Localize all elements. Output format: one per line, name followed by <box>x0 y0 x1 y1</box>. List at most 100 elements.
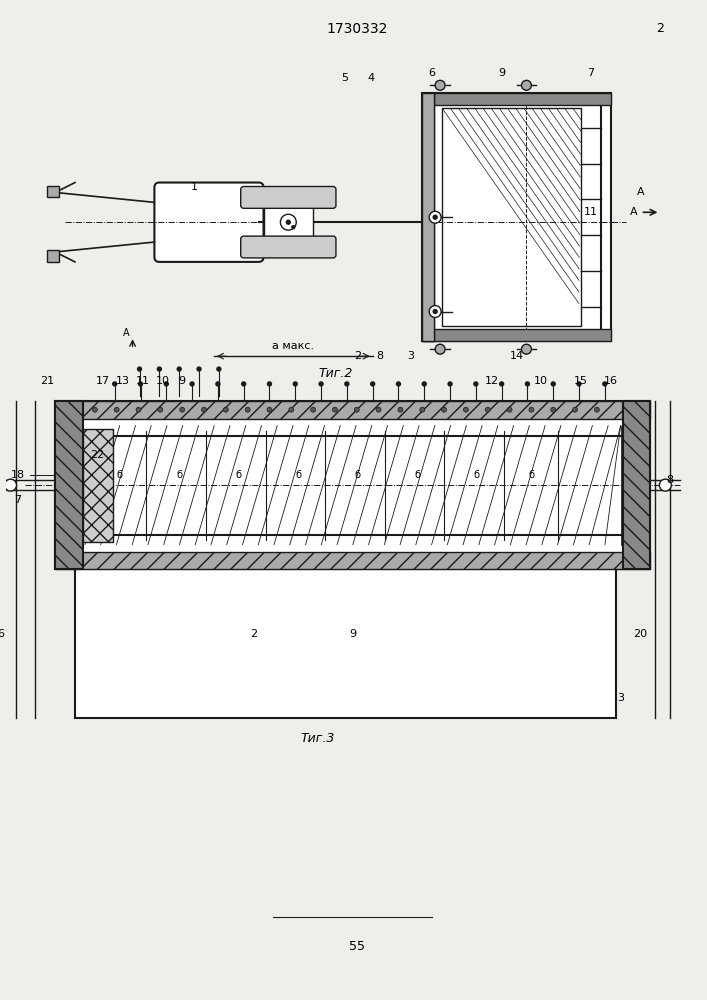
Bar <box>264 192 313 252</box>
Circle shape <box>164 382 168 386</box>
Bar <box>623 401 650 569</box>
Circle shape <box>436 344 445 354</box>
Circle shape <box>529 407 534 412</box>
Circle shape <box>136 407 141 412</box>
Circle shape <box>115 407 119 412</box>
Bar <box>55 401 83 569</box>
Circle shape <box>267 407 272 412</box>
Text: 22: 22 <box>90 450 104 460</box>
Text: 7: 7 <box>588 68 595 78</box>
Bar <box>75 569 616 718</box>
Circle shape <box>197 367 201 371</box>
Circle shape <box>310 407 315 412</box>
Text: б: б <box>176 470 182 480</box>
Circle shape <box>507 407 512 412</box>
Circle shape <box>216 382 220 386</box>
Text: 1730332: 1730332 <box>326 22 387 36</box>
Text: 6: 6 <box>428 68 436 78</box>
Circle shape <box>551 407 556 412</box>
Circle shape <box>158 367 161 371</box>
Text: 5: 5 <box>341 73 349 83</box>
Text: 11: 11 <box>584 207 598 217</box>
Text: 2: 2 <box>656 22 665 35</box>
Circle shape <box>573 407 578 412</box>
Circle shape <box>217 367 221 371</box>
Circle shape <box>603 382 607 386</box>
Bar <box>55 552 650 569</box>
Text: 18: 18 <box>11 470 25 480</box>
Circle shape <box>332 407 337 412</box>
Circle shape <box>595 407 600 412</box>
Text: A: A <box>123 328 130 338</box>
Circle shape <box>442 407 447 412</box>
Text: A: A <box>630 207 638 217</box>
Circle shape <box>522 344 532 354</box>
Circle shape <box>398 407 403 412</box>
Circle shape <box>180 407 185 412</box>
Text: 20: 20 <box>633 629 648 639</box>
Text: 15: 15 <box>574 376 588 386</box>
Text: 21: 21 <box>40 376 54 386</box>
Circle shape <box>293 382 297 386</box>
Bar <box>422 93 611 341</box>
Circle shape <box>267 382 271 386</box>
Text: б: б <box>474 470 480 480</box>
Text: 13: 13 <box>116 376 129 386</box>
Text: б: б <box>235 470 242 480</box>
Text: б: б <box>296 470 301 480</box>
Circle shape <box>485 407 490 412</box>
Text: 3: 3 <box>407 351 414 361</box>
Circle shape <box>429 306 441 317</box>
Circle shape <box>420 407 425 412</box>
Circle shape <box>286 220 291 224</box>
Text: 17: 17 <box>95 376 110 386</box>
Circle shape <box>190 382 194 386</box>
Circle shape <box>139 382 143 386</box>
Text: 11: 11 <box>136 376 149 386</box>
Bar <box>83 429 112 542</box>
Text: A: A <box>637 187 644 197</box>
Text: 55: 55 <box>349 940 365 953</box>
Circle shape <box>397 382 400 386</box>
Circle shape <box>463 407 469 412</box>
Bar <box>47 250 59 262</box>
Circle shape <box>4 479 16 491</box>
Circle shape <box>93 407 98 412</box>
Circle shape <box>345 382 349 386</box>
Text: б: б <box>528 470 534 480</box>
Circle shape <box>223 407 228 412</box>
Text: 9: 9 <box>498 68 506 78</box>
Text: 9: 9 <box>179 376 186 386</box>
Text: 2: 2 <box>250 629 257 639</box>
Circle shape <box>660 479 671 491</box>
Circle shape <box>525 382 530 386</box>
Circle shape <box>500 382 503 386</box>
Text: 4: 4 <box>367 73 374 83</box>
Text: 12: 12 <box>485 376 498 386</box>
Circle shape <box>354 407 359 412</box>
Bar <box>55 401 650 419</box>
Circle shape <box>433 310 437 313</box>
Text: 10: 10 <box>534 376 549 386</box>
FancyBboxPatch shape <box>154 183 264 262</box>
Circle shape <box>242 382 245 386</box>
Circle shape <box>112 382 117 386</box>
Circle shape <box>138 367 141 371</box>
Circle shape <box>551 382 555 386</box>
Text: 10: 10 <box>156 376 170 386</box>
Text: 16: 16 <box>604 376 618 386</box>
Circle shape <box>448 382 452 386</box>
Text: 7: 7 <box>14 495 21 505</box>
Bar <box>159 187 259 257</box>
Circle shape <box>474 382 478 386</box>
Text: 14: 14 <box>510 351 524 361</box>
Bar <box>55 401 650 569</box>
Circle shape <box>522 80 532 90</box>
Text: Τиг.3: Τиг.3 <box>301 732 335 745</box>
Circle shape <box>201 407 206 412</box>
Text: 8: 8 <box>667 475 674 485</box>
Circle shape <box>292 226 295 229</box>
Bar <box>422 93 434 341</box>
Text: 9: 9 <box>349 629 356 639</box>
Text: 2: 2 <box>354 351 361 361</box>
